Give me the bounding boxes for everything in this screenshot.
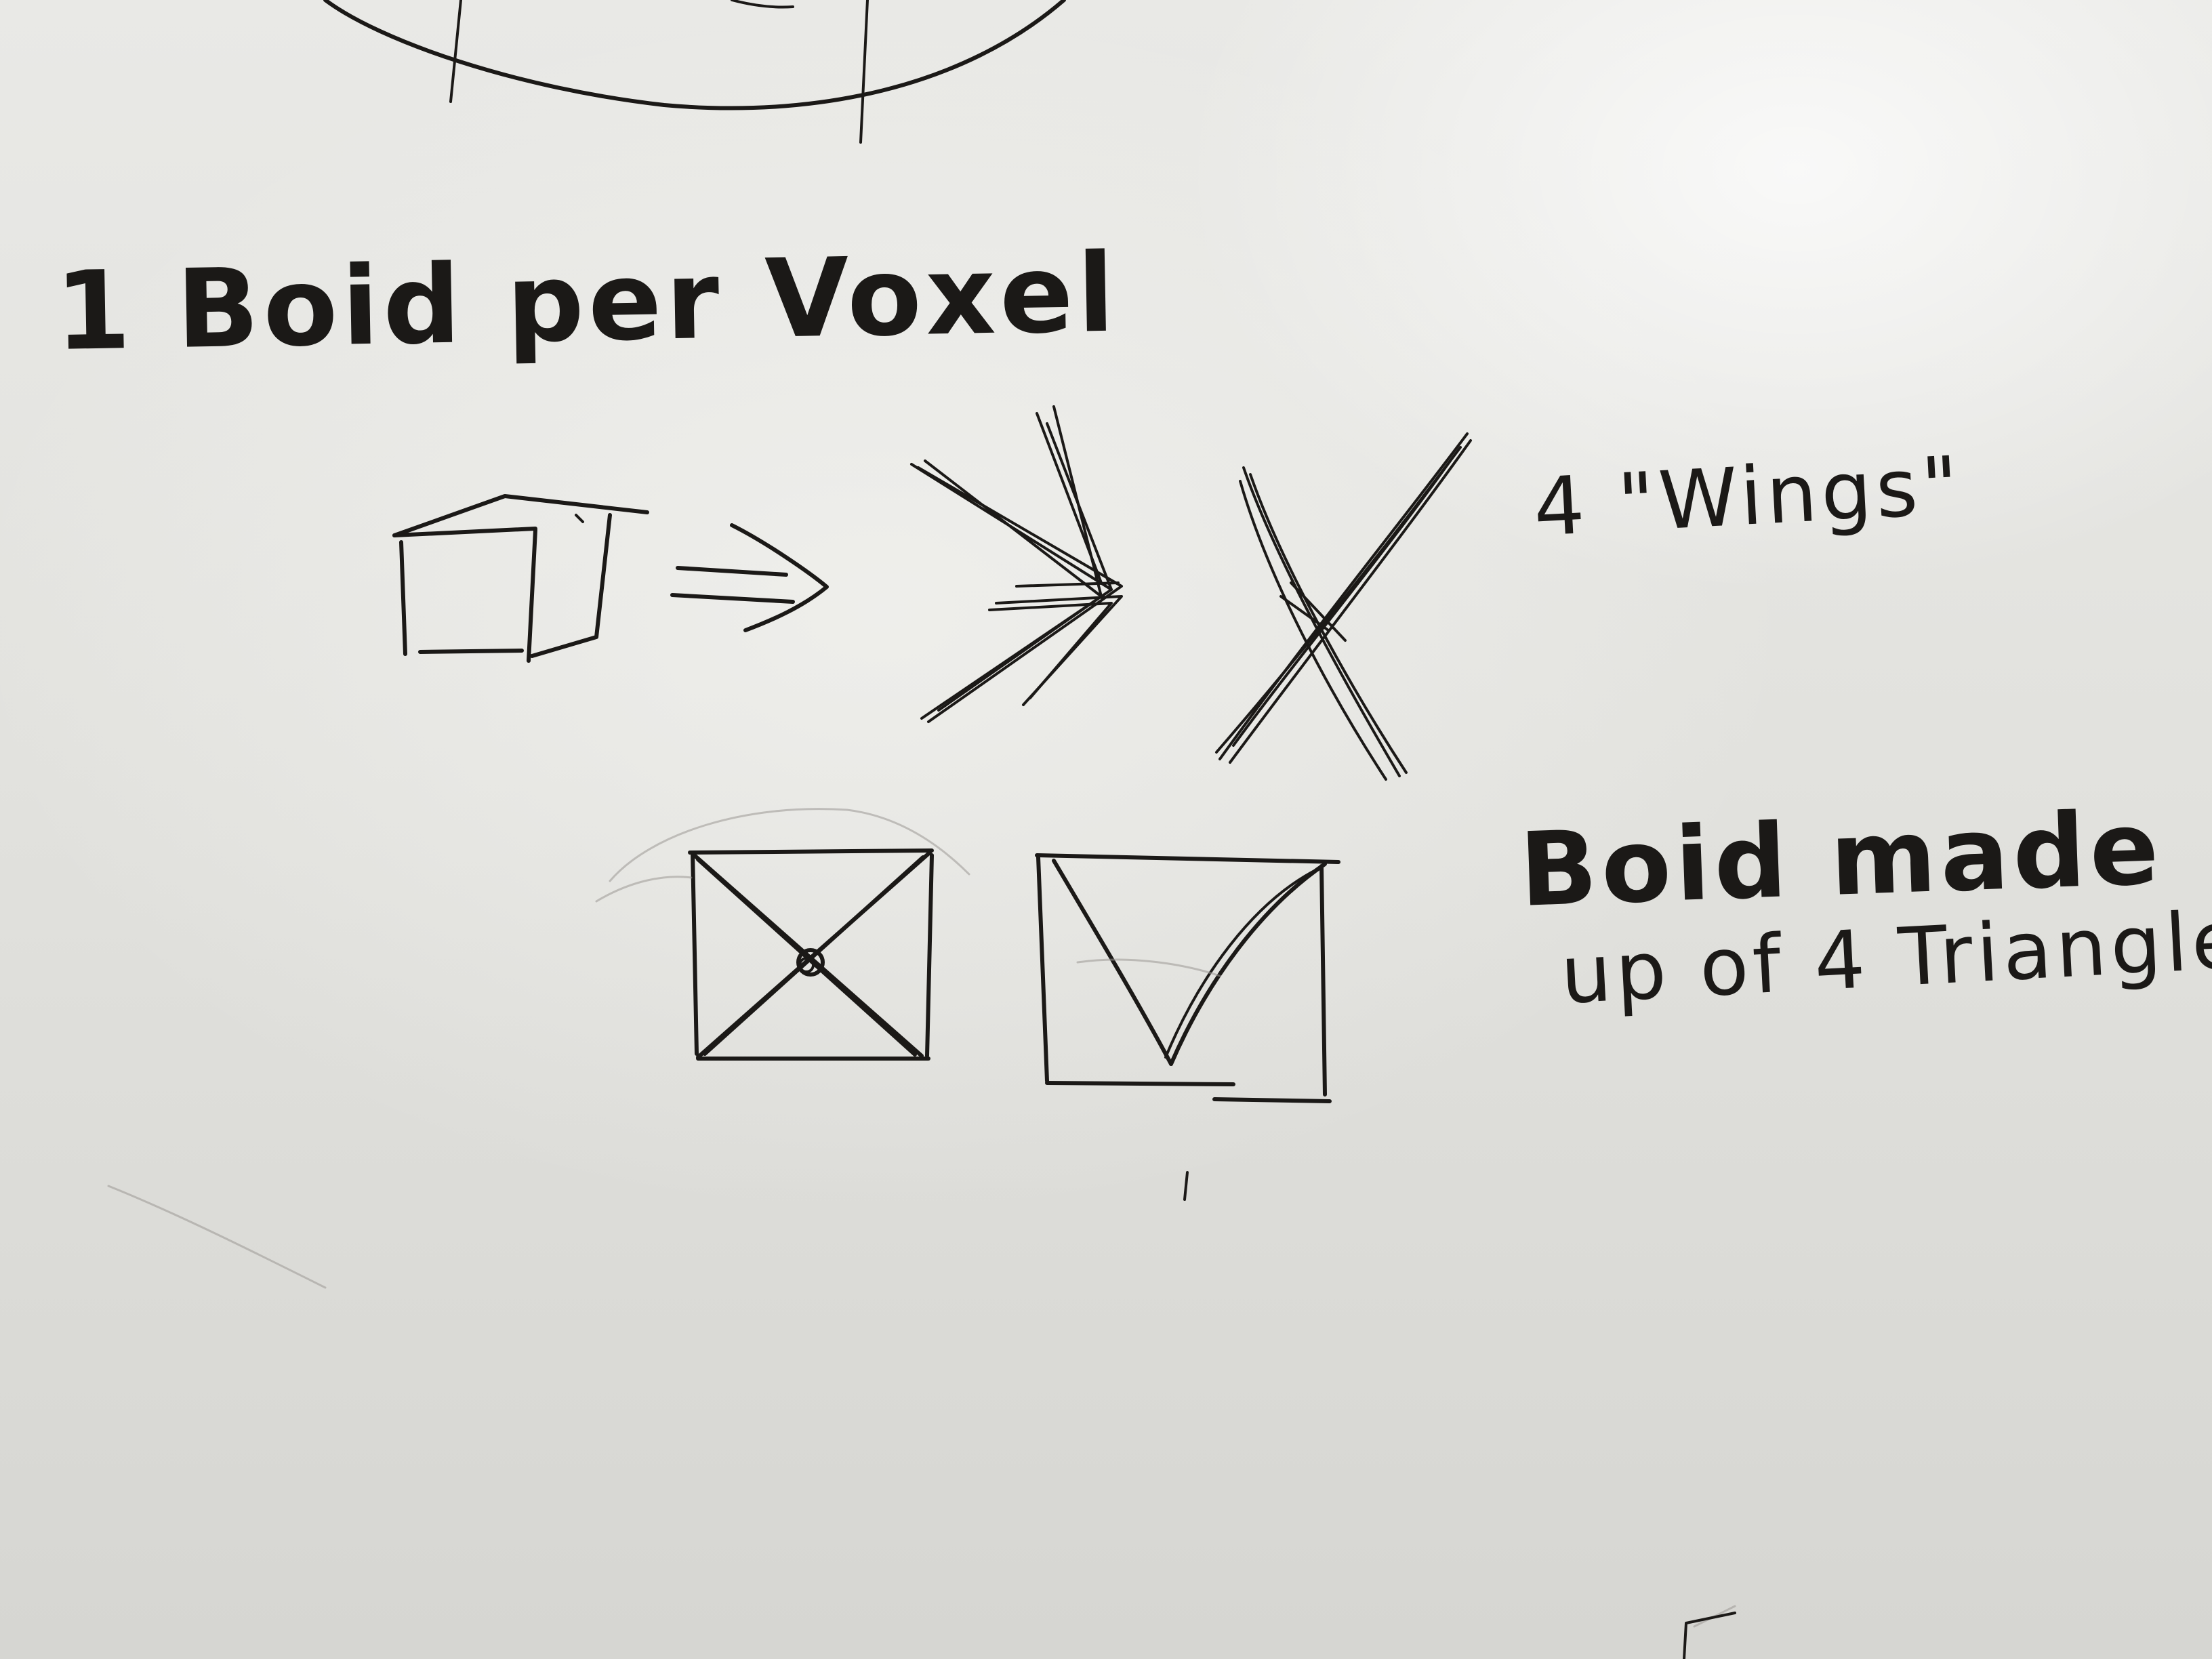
arrowhead-boid-sketch bbox=[910, 405, 1123, 723]
erased-marks bbox=[107, 808, 1736, 1659]
x-shaped-boid-sketch bbox=[1215, 432, 1472, 781]
partial-circle-sketch bbox=[323, 0, 1066, 144]
box-with-v-sketch bbox=[1035, 853, 1340, 1103]
double-arrow-sketch bbox=[670, 523, 829, 632]
box-with-x-sketch bbox=[688, 848, 934, 1061]
heading-text: 1 Boid per Voxel bbox=[54, 229, 1120, 375]
wings-note-text: 4 "Wings" bbox=[1531, 438, 1965, 554]
cube-sketch bbox=[392, 494, 649, 663]
